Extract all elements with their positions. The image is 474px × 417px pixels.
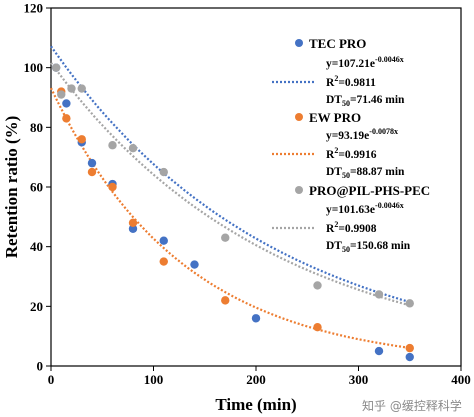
legend-entry-tec-pro: TEC PRO y=107.21e-0.0046x R2=0.9811 DT50… <box>272 36 405 108</box>
data-point-1 <box>77 135 86 144</box>
x-axis-title: Time (min) <box>215 395 296 414</box>
data-point-2 <box>67 84 76 93</box>
data-point-0 <box>159 236 168 245</box>
axis-ticks: 0 100 200 300 400 0 20 40 60 80 100 120 <box>24 1 471 388</box>
data-point-1 <box>221 296 230 305</box>
y-tick-label: 120 <box>24 1 44 16</box>
x-tick-label: 0 <box>48 372 55 387</box>
data-point-1 <box>108 182 117 192</box>
x-tick-label: 200 <box>246 372 266 387</box>
y-tick-label: 80 <box>30 120 43 135</box>
data-point-1 <box>128 218 138 227</box>
r2-pro-pil-phs-pec: R2=0.9908 <box>326 220 377 235</box>
dt50-tec-pro: DT50=71.46 min <box>326 94 405 108</box>
fit-curve-0 <box>50 45 411 304</box>
watermark-text: 知乎 @缓控释科学 <box>362 398 462 413</box>
data-point-1 <box>405 343 414 353</box>
legend-entry-ew-pro: EW PRO y=93.19e-0.0078x R2=0.9916 DT50=8… <box>272 110 405 180</box>
x-tick-label: 400 <box>451 372 471 387</box>
x-tick-label: 100 <box>144 372 164 387</box>
data-point-0 <box>62 99 71 108</box>
data-point-0 <box>405 352 414 362</box>
fit-curve-2 <box>50 62 411 307</box>
legend: TEC PRO y=107.21e-0.0046x R2=0.9811 DT50… <box>272 36 430 254</box>
fit-curves <box>50 45 411 349</box>
legend-label-ew-pro: EW PRO <box>309 110 361 125</box>
data-point-2 <box>128 144 138 153</box>
plot-area <box>50 7 462 367</box>
data-points <box>51 63 414 362</box>
data-point-2 <box>221 233 230 242</box>
data-point-0 <box>128 224 138 233</box>
legend-marker-pro-pil-phs-pec <box>295 186 303 194</box>
data-point-0 <box>190 260 199 269</box>
legend-label-tec-pro: TEC PRO <box>309 36 366 51</box>
x-tick-label: 300 <box>349 372 369 387</box>
data-point-2 <box>374 290 384 299</box>
data-point-2 <box>405 299 414 308</box>
legend-label-pro-pil-phs-pec: PRO@PIL-PHS-PEC <box>309 183 430 198</box>
legend-marker-tec-pro <box>295 39 303 47</box>
data-point-1 <box>62 114 71 123</box>
y-tick-label: 60 <box>30 180 43 195</box>
dt50-pro-pil-phs-pec: DT50=150.68 min <box>326 240 411 254</box>
dt50-ew-pro: DT50=88.87 min <box>326 166 405 180</box>
y-tick-label: 40 <box>30 239 43 254</box>
data-point-2 <box>108 141 117 150</box>
y-axis-title: Retention ratio (%) <box>2 116 21 259</box>
data-point-2 <box>51 63 61 72</box>
data-point-0 <box>374 346 384 356</box>
data-point-1 <box>159 257 168 266</box>
data-point-1 <box>87 167 97 177</box>
data-point-0 <box>251 314 261 323</box>
data-point-0 <box>87 158 97 168</box>
y-tick-label: 20 <box>30 299 43 314</box>
data-point-2 <box>77 84 86 93</box>
r2-tec-pro: R2=0.9811 <box>326 74 376 89</box>
equation-tec-pro: y=107.21e-0.0046x <box>326 55 404 70</box>
data-point-1 <box>313 323 322 332</box>
equation-ew-pro: y=93.19e-0.0078x <box>326 127 398 142</box>
y-tick-label: 0 <box>37 359 44 374</box>
legend-marker-ew-pro <box>295 113 303 121</box>
data-point-2 <box>159 167 168 177</box>
data-point-2 <box>313 281 322 290</box>
legend-entry-pro-pil-phs-pec: PRO@PIL-PHS-PEC y=101.63e-0.0046x R2=0.9… <box>272 183 430 254</box>
y-tick-label: 100 <box>24 60 44 75</box>
data-point-2 <box>57 90 66 99</box>
equation-pro-pil-phs-pec: y=101.63e-0.0046x <box>326 201 404 216</box>
r2-ew-pro: R2=0.9916 <box>326 146 377 161</box>
